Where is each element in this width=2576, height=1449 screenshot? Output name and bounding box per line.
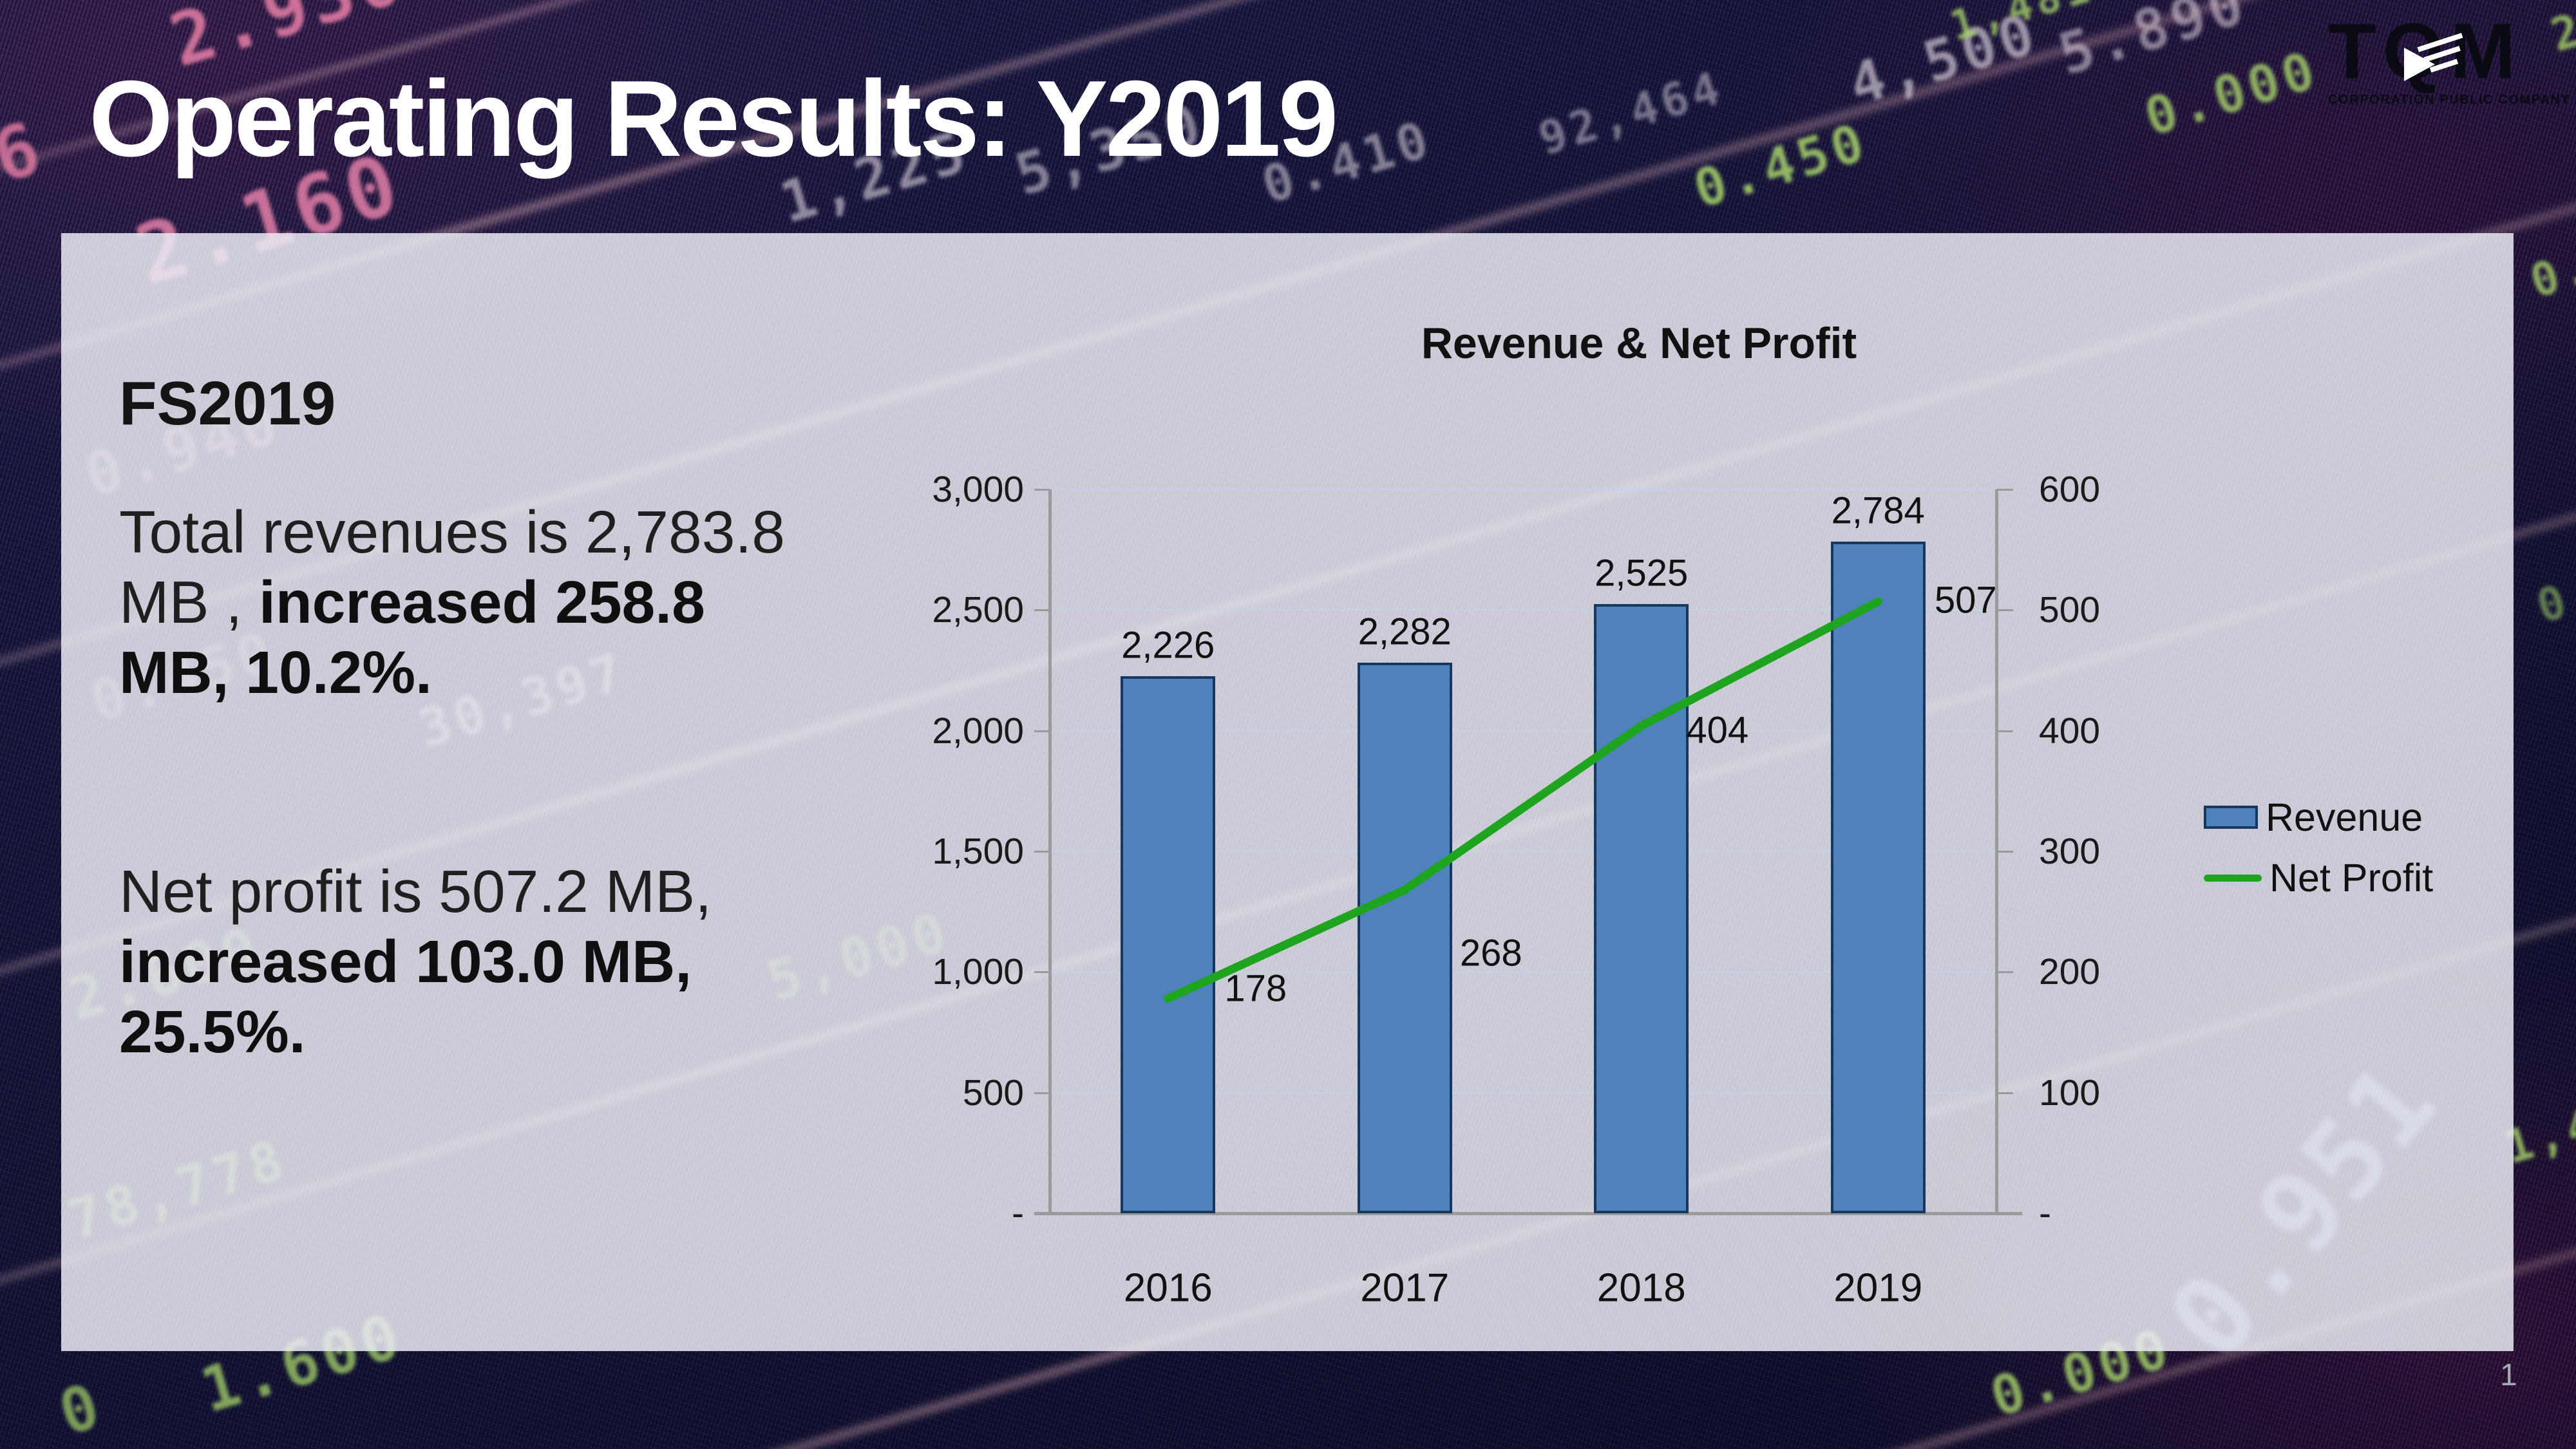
net-profit-swatch (2204, 874, 2262, 882)
left-axis-label: 2,000 (932, 710, 1024, 752)
slide-title: Operating Results: Y2019 (89, 58, 1338, 179)
right-axis-label: 500 (2039, 589, 2101, 631)
category-label-2017: 2017 (1360, 1265, 1450, 1311)
right-axis-tick (1996, 489, 2013, 491)
right-axis-tick (1996, 851, 2013, 853)
ticker-number: 0 (52, 1369, 111, 1449)
right-axis-label: 200 (2039, 951, 2101, 993)
category-label-2019: 2019 (1833, 1265, 1923, 1311)
text-line: Net profit is 507.2 MB, (119, 858, 712, 925)
right-axis-tick (1996, 1213, 2013, 1215)
right-axis-tick (1996, 971, 2013, 974)
right-axis-label: 600 (2039, 469, 2101, 510)
ticker-number: 0.450 (1687, 111, 1875, 220)
category-label-2016: 2016 (1123, 1265, 1213, 1311)
chart-legend: Revenue Net Profit (2204, 795, 2434, 900)
left-axis-label: - (1012, 1193, 1024, 1234)
left-axis-tick (1034, 730, 1050, 732)
right-axis-tick (1996, 609, 2013, 612)
category-label-2018: 2018 (1596, 1265, 1686, 1311)
legend-item-revenue: Revenue (2204, 795, 2433, 839)
left-axis-tick (1034, 971, 1050, 974)
left-axis-label: 1,000 (932, 951, 1024, 993)
tqm-logo: TQM CORPORATION PUBLIC COMPANY LIMITED (2328, 12, 2576, 108)
net-profit-label-2017: 268 (1459, 932, 1522, 974)
text-line: 25.5%. (119, 998, 306, 1065)
chart-title: Revenue & Net Profit (1421, 319, 1857, 368)
right-axis-tick (1996, 730, 2013, 732)
page-number: 1 (2500, 1358, 2517, 1392)
right-axis-label: 100 (2039, 1072, 2101, 1113)
left-axis-tick (1034, 609, 1050, 612)
net-profit-line (1164, 597, 1882, 1003)
right-axis-tick (1996, 1092, 2013, 1094)
left-axis-label: 3,000 (932, 469, 1024, 510)
legend-label: Revenue (2266, 795, 2423, 839)
play-arrow-icon (2404, 33, 2475, 95)
net-profit-summary-text: Net profit is 507.2 MB, increased 103.0 M… (119, 857, 712, 1066)
left-axis-tick (1034, 1213, 1050, 1215)
text-line: MB , increased 258.8 (119, 568, 705, 636)
net-profit-label-2018: 404 (1686, 709, 1749, 752)
text-line: increased 103.0 MB, (119, 927, 692, 995)
net-profit-label-2016: 178 (1224, 967, 1287, 1010)
left-axis-tick (1034, 1092, 1050, 1094)
revenue-summary-text: Total revenues is 2,783.8 MB , increased … (119, 497, 785, 707)
text-line: Total revenues is 2,783.8 (119, 498, 785, 565)
left-axis-label: 500 (962, 1072, 1024, 1113)
revenue-net-profit-chart: Revenue & Net Profit 3,000 600 2,500 500 2,0… (869, 290, 2576, 1449)
revenue-swatch (2204, 806, 2258, 829)
text-line: MB, 10.2%. (119, 638, 432, 706)
left-axis-tick (1034, 489, 1050, 491)
right-axis-label: 300 (2039, 831, 2101, 872)
fs2019-heading: FS2019 (119, 369, 336, 438)
left-axis-label: 1,500 (932, 831, 1024, 872)
left-axis-tick (1034, 851, 1050, 853)
left-axis-label: 2,500 (932, 589, 1024, 631)
net-profit-label-2019: 507 (1934, 579, 1997, 621)
ticker-number: 92,464 (1533, 61, 1730, 166)
right-axis-label: 400 (2039, 710, 2101, 752)
legend-item-net-profit: Net Profit (2204, 856, 2434, 900)
right-axis-label: - (2039, 1193, 2051, 1234)
legend-label: Net Profit (2269, 856, 2434, 900)
